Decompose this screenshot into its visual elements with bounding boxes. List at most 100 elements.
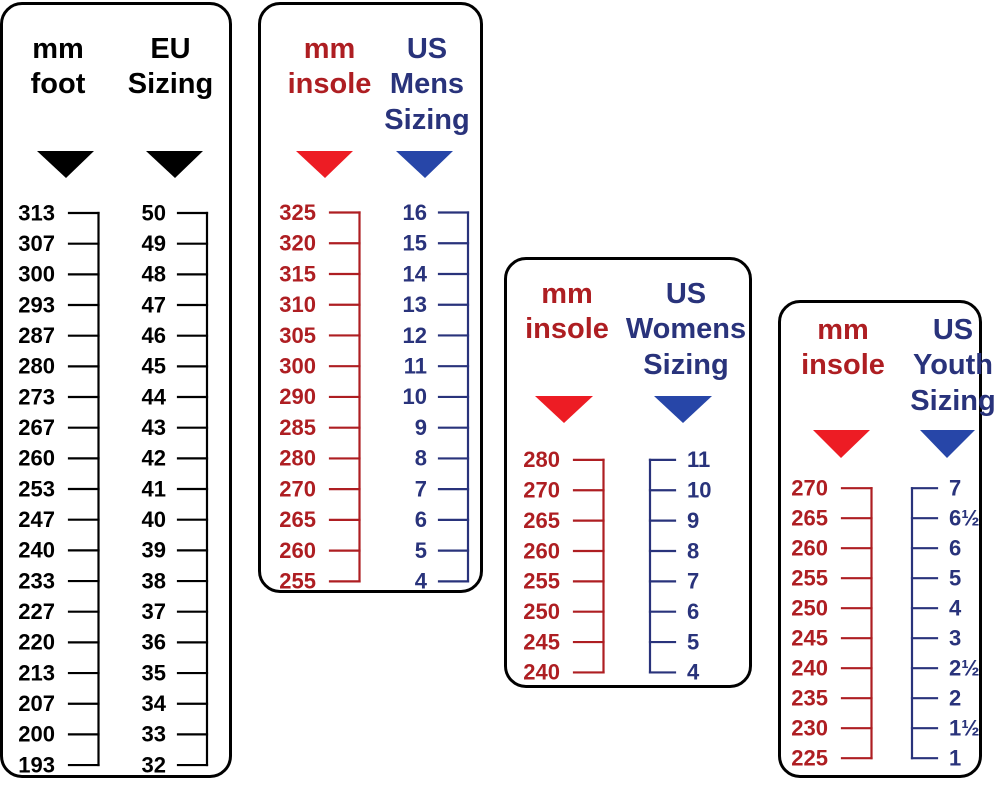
svg-text:265: 265 — [791, 506, 828, 531]
svg-text:313: 313 — [18, 200, 55, 225]
svg-text:193: 193 — [18, 752, 55, 777]
svg-text:5: 5 — [949, 566, 961, 591]
svg-text:325: 325 — [279, 200, 316, 225]
svg-text:16: 16 — [403, 200, 427, 225]
svg-text:41: 41 — [142, 476, 166, 501]
svg-text:11: 11 — [687, 447, 710, 472]
svg-text:10: 10 — [687, 478, 711, 503]
svg-text:8: 8 — [687, 538, 699, 563]
svg-text:10: 10 — [403, 384, 427, 409]
svg-text:47: 47 — [142, 292, 166, 317]
svg-text:3: 3 — [949, 626, 961, 651]
svg-text:38: 38 — [142, 568, 166, 593]
svg-text:14: 14 — [403, 261, 428, 286]
svg-text:1: 1 — [949, 746, 961, 771]
svg-text:247: 247 — [18, 507, 55, 532]
svg-text:207: 207 — [18, 691, 55, 716]
svg-text:265: 265 — [279, 507, 316, 532]
svg-text:240: 240 — [18, 538, 55, 563]
svg-text:300: 300 — [279, 354, 316, 379]
svg-text:230: 230 — [791, 716, 828, 741]
svg-text:255: 255 — [523, 569, 560, 594]
svg-text:33: 33 — [142, 722, 166, 747]
svg-text:270: 270 — [791, 476, 828, 501]
svg-text:12: 12 — [403, 323, 427, 348]
svg-text:40: 40 — [142, 507, 166, 532]
svg-text:200: 200 — [18, 722, 55, 747]
svg-text:9: 9 — [687, 508, 699, 533]
svg-text:42: 42 — [142, 446, 166, 471]
svg-text:240: 240 — [523, 660, 560, 685]
svg-text:7: 7 — [949, 476, 961, 501]
svg-text:11: 11 — [404, 354, 427, 379]
svg-text:315: 315 — [279, 261, 316, 286]
svg-text:305: 305 — [279, 323, 316, 348]
svg-text:260: 260 — [523, 538, 560, 563]
svg-text:225: 225 — [791, 746, 828, 771]
svg-text:240: 240 — [791, 656, 828, 681]
svg-text:293: 293 — [18, 292, 55, 317]
svg-text:5: 5 — [687, 629, 699, 654]
svg-text:270: 270 — [279, 476, 316, 501]
svg-text:227: 227 — [18, 599, 55, 624]
svg-text:1½: 1½ — [949, 716, 980, 741]
svg-text:260: 260 — [18, 446, 55, 471]
svg-text:270: 270 — [523, 478, 560, 503]
svg-text:4: 4 — [687, 660, 700, 685]
svg-text:48: 48 — [142, 262, 166, 287]
svg-text:233: 233 — [18, 568, 55, 593]
svg-text:7: 7 — [687, 569, 699, 594]
svg-text:37: 37 — [142, 599, 166, 624]
svg-text:36: 36 — [142, 630, 166, 655]
svg-text:260: 260 — [279, 538, 316, 563]
svg-text:35: 35 — [142, 660, 166, 685]
svg-text:255: 255 — [791, 566, 828, 591]
svg-text:250: 250 — [523, 599, 560, 624]
svg-text:2½: 2½ — [949, 656, 980, 681]
svg-text:9: 9 — [415, 415, 427, 440]
svg-text:280: 280 — [18, 354, 55, 379]
svg-text:6: 6 — [687, 599, 699, 624]
svg-text:13: 13 — [403, 292, 427, 317]
svg-text:4: 4 — [415, 569, 428, 594]
svg-text:290: 290 — [279, 384, 316, 409]
svg-text:220: 220 — [18, 630, 55, 655]
svg-text:43: 43 — [142, 415, 166, 440]
svg-text:6: 6 — [949, 536, 961, 561]
svg-text:6: 6 — [415, 507, 427, 532]
svg-text:245: 245 — [791, 626, 828, 651]
svg-text:265: 265 — [523, 508, 560, 533]
svg-text:39: 39 — [142, 538, 166, 563]
svg-text:260: 260 — [791, 536, 828, 561]
svg-text:32: 32 — [142, 752, 166, 777]
svg-text:280: 280 — [523, 447, 560, 472]
svg-text:280: 280 — [279, 446, 316, 471]
svg-text:267: 267 — [18, 415, 55, 440]
svg-text:285: 285 — [279, 415, 316, 440]
svg-text:213: 213 — [18, 660, 55, 685]
svg-text:45: 45 — [142, 354, 166, 379]
svg-text:253: 253 — [18, 476, 55, 501]
svg-text:4: 4 — [949, 596, 962, 621]
svg-text:15: 15 — [403, 231, 427, 256]
svg-text:44: 44 — [142, 384, 167, 409]
svg-text:245: 245 — [523, 629, 560, 654]
svg-text:255: 255 — [279, 569, 316, 594]
svg-text:310: 310 — [279, 292, 316, 317]
svg-text:235: 235 — [791, 686, 828, 711]
svg-text:250: 250 — [791, 596, 828, 621]
svg-text:8: 8 — [415, 446, 427, 471]
svg-text:320: 320 — [279, 231, 316, 256]
svg-text:6½: 6½ — [949, 506, 980, 531]
svg-text:300: 300 — [18, 262, 55, 287]
svg-text:7: 7 — [415, 476, 427, 501]
svg-text:287: 287 — [18, 323, 55, 348]
svg-text:2: 2 — [949, 686, 961, 711]
svg-text:46: 46 — [142, 323, 166, 348]
svg-text:50: 50 — [142, 200, 166, 225]
svg-text:34: 34 — [142, 691, 167, 716]
svg-text:307: 307 — [18, 231, 55, 256]
svg-text:49: 49 — [142, 231, 166, 256]
svg-text:273: 273 — [18, 384, 55, 409]
svg-text:5: 5 — [415, 538, 427, 563]
